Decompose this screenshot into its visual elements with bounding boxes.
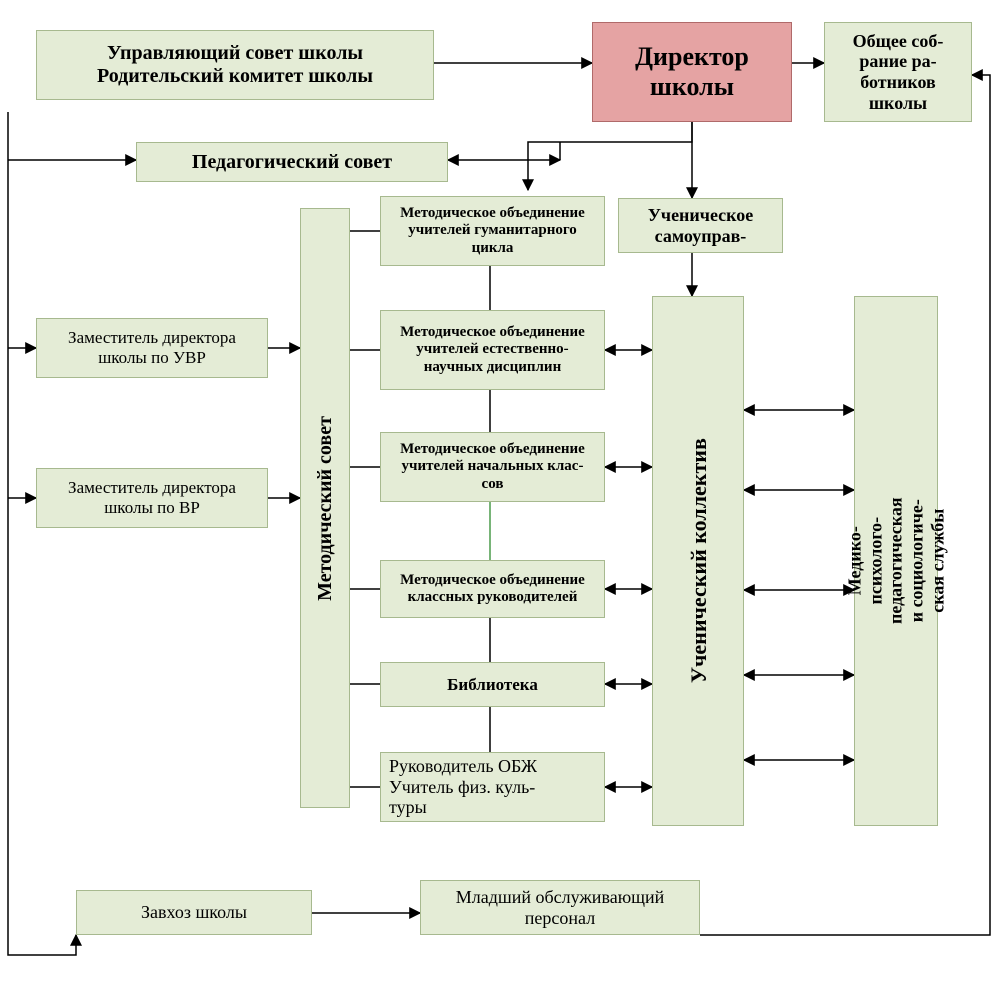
org-chart-stage: Управляющий совет школы Родительский ком… [0, 0, 999, 1000]
node-assembly: Общее соб- рание ра- ботников школы [824, 22, 972, 122]
node-label-mo_primary: Методическое объединение учителей началь… [400, 441, 585, 493]
node-label-metsovet: Методический совет [314, 416, 337, 601]
node-label-dep_uvr: Заместитель директора школы по УВР [68, 328, 236, 367]
edge-2 [528, 122, 692, 190]
node-mo_class: Методическое объединение классных руково… [380, 560, 605, 618]
node-label-assembly: Общее соб- рание ра- ботников школы [853, 31, 944, 114]
node-label-zavhoz: Завхоз школы [141, 902, 247, 923]
edge-7 [8, 112, 76, 955]
node-mo_primary: Методическое объединение учителей началь… [380, 432, 605, 502]
node-label-library: Библиотека [447, 675, 538, 695]
node-mo_human: Методическое объединение учителей гумани… [380, 196, 605, 266]
node-student_gov: Ученическое самоуправ- [618, 198, 783, 253]
node-label-mo_human: Методическое объединение учителей гумани… [400, 205, 585, 257]
node-label-junior: Младший обслуживающий персонал [456, 887, 665, 928]
node-label-dep_vr: Заместитель директора школы по ВР [68, 478, 236, 517]
node-student_body: Ученический коллектив [652, 296, 744, 826]
node-dep_uvr: Заместитель директора школы по УВР [36, 318, 268, 378]
node-label-obzh: Руководитель ОБЖ Учитель физ. куль- туры [389, 756, 537, 818]
node-mo_science: Методическое объединение учителей естест… [380, 310, 605, 390]
node-obzh: Руководитель ОБЖ Учитель физ. куль- туры [380, 752, 605, 822]
node-dep_vr: Заместитель директора школы по ВР [36, 468, 268, 528]
node-label-student_gov: Ученическое самоуправ- [648, 205, 754, 246]
node-zavhoz: Завхоз школы [76, 890, 312, 935]
node-label-mo_class: Методическое объединение классных руково… [400, 572, 585, 607]
node-label-medservice: Медико-психолого-педагогическая и социол… [844, 498, 947, 625]
node-medservice: Медико-психолого-педагогическая и социол… [854, 296, 938, 826]
node-junior: Младший обслуживающий персонал [420, 880, 700, 935]
node-governing: Управляющий совет школы Родительский ком… [36, 30, 434, 100]
node-label-mo_science: Методическое объединение учителей естест… [400, 324, 585, 376]
node-label-governing: Управляющий совет школы Родительский ком… [97, 42, 373, 88]
node-label-director: Директор школы [635, 42, 749, 102]
node-label-student_body: Ученический коллектив [685, 438, 710, 683]
node-metsovet: Методический совет [300, 208, 350, 808]
node-director: Директор школы [592, 22, 792, 122]
node-library: Библиотека [380, 662, 605, 707]
node-pedsovet: Педагогический совет [136, 142, 448, 182]
node-label-pedsovet: Педагогический совет [192, 151, 392, 174]
